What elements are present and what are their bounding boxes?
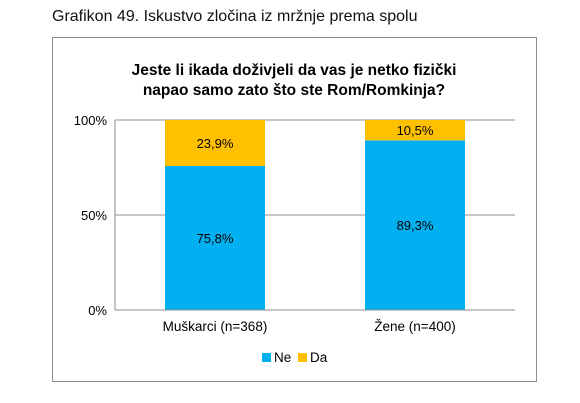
y-tick-label: 100%: [74, 113, 108, 128]
legend-swatch-ne: [262, 353, 271, 362]
data-label: 23,9%: [197, 136, 234, 151]
data-label: 89,3%: [397, 218, 434, 233]
y-tick-label: 50%: [81, 208, 107, 223]
chart-title-line-2: napao samo zato što ste Rom/Romkinja?: [143, 82, 445, 99]
data-label: 10,5%: [397, 123, 434, 138]
bar-da-2: [365, 120, 465, 141]
figure-caption: Grafikon 49. Iskustvo zločina iz mržnje …: [52, 8, 418, 25]
x-category-label: Muškarci (n=368): [163, 319, 268, 334]
bar-ne-2: [365, 140, 465, 310]
x-category-label: Žene (n=400): [374, 319, 455, 334]
chart-title-line-1: Jeste li ikada doživjeli da vas je netko…: [132, 62, 457, 79]
data-label: 75,8%: [197, 231, 234, 246]
legend-swatch-da: [298, 353, 307, 362]
y-tick-label: 0%: [88, 303, 107, 318]
bar-ne-1: [165, 165, 265, 310]
legend-label: Ne: [274, 350, 291, 365]
legend-label: Da: [310, 350, 328, 365]
bar-da-1: [165, 120, 265, 166]
